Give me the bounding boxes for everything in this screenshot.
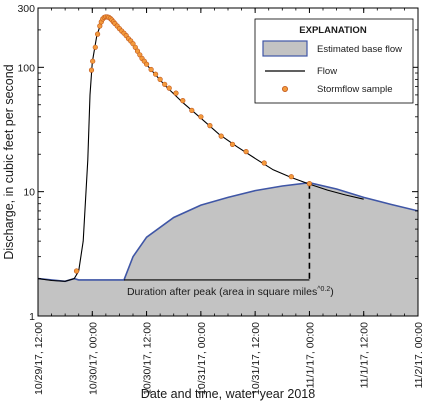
y-tick-label: 300 xyxy=(17,3,35,15)
x-tick-label: 10/29/17, 12:00 xyxy=(33,322,45,395)
x-tick-label: 11/2/17, 00:00 xyxy=(413,322,422,389)
stormflow-samples xyxy=(73,14,313,274)
stormflow-sample-point xyxy=(166,85,172,91)
stormflow-sample-point xyxy=(180,97,186,104)
stormflow-sample-point xyxy=(218,133,224,139)
y-axis: 1 10 100 300 xyxy=(17,3,418,323)
y-tick-label: 1 xyxy=(29,311,35,323)
stormflow-sample-point xyxy=(288,174,294,180)
x-axis: 10/29/17, 12:00 10/30/17, 00:00 10/30/17, … xyxy=(33,8,422,395)
x-axis-title: Date and time, water year 2018 xyxy=(141,387,315,401)
stormflow-sample-point xyxy=(207,122,213,129)
x-tick-label: 11/1/17, 12:00 xyxy=(359,322,371,389)
duration-annotation: Duration after peak (area in square mile… xyxy=(123,182,334,298)
stormflow-sample-point xyxy=(88,67,95,73)
annotation-text-end: ) xyxy=(330,286,334,298)
stormflow-sample-point xyxy=(198,114,204,120)
y-tick-label: 10 xyxy=(23,187,35,199)
stormflow-sample-point xyxy=(92,44,98,50)
legend: EXPLANATION Estimated base flow Flow Sto… xyxy=(254,18,414,104)
stormflow-sample-point xyxy=(130,41,136,47)
legend-title: EXPLANATION xyxy=(299,25,367,36)
legend-box xyxy=(254,18,414,104)
stormflow-sample-point xyxy=(132,44,138,50)
stormflow-sample-point xyxy=(189,107,195,113)
stormflow-sample-point xyxy=(148,66,154,73)
x-tick-label: 10/31/17, 12:00 xyxy=(250,322,262,395)
legend-base-flow-label: Estimated base flow xyxy=(317,44,402,55)
y-tick-label: 100 xyxy=(17,62,35,74)
stormflow-sample-point xyxy=(306,181,313,187)
x-tick-label: 11/1/17, 00:00 xyxy=(304,322,316,389)
legend-sample-marker xyxy=(281,86,288,93)
legend-base-flow-swatch xyxy=(262,40,308,57)
x-tick-label: 10/30/17, 00:00 xyxy=(87,322,99,395)
stormflow-sample-point xyxy=(134,48,141,54)
stormflow-sample-point xyxy=(173,90,179,96)
legend-sample-label: Stormflow sample xyxy=(317,84,393,95)
stormflow-sample-point xyxy=(229,141,236,147)
stormflow-sample-point xyxy=(261,160,267,166)
duration-annotation-label: Duration after peak (area in square mile… xyxy=(127,286,334,298)
x-tick-label: 10/31/17, 00:00 xyxy=(196,322,208,395)
legend-flow-label: Flow xyxy=(317,66,337,77)
stormflow-sample-point xyxy=(90,58,96,64)
annotation-text-sup: ^0.2 xyxy=(317,286,330,293)
stormflow-sample-point xyxy=(243,149,249,155)
stormflow-sample-point xyxy=(94,31,101,37)
stormflow-sample-point xyxy=(157,76,163,82)
estimated-base-flow-area xyxy=(38,182,418,316)
stormflow-sample-point xyxy=(153,71,159,77)
stormflow-sample-point xyxy=(162,81,168,87)
x-tick-label: 10/30/17, 12:00 xyxy=(142,322,154,395)
annotation-text-main: Duration after peak (area in square mile… xyxy=(127,286,317,298)
y-axis-title: Discharge, in cubic feet per second xyxy=(2,64,16,259)
stormflow-sample-point xyxy=(144,61,150,67)
stormflow-sample-point xyxy=(73,268,80,274)
